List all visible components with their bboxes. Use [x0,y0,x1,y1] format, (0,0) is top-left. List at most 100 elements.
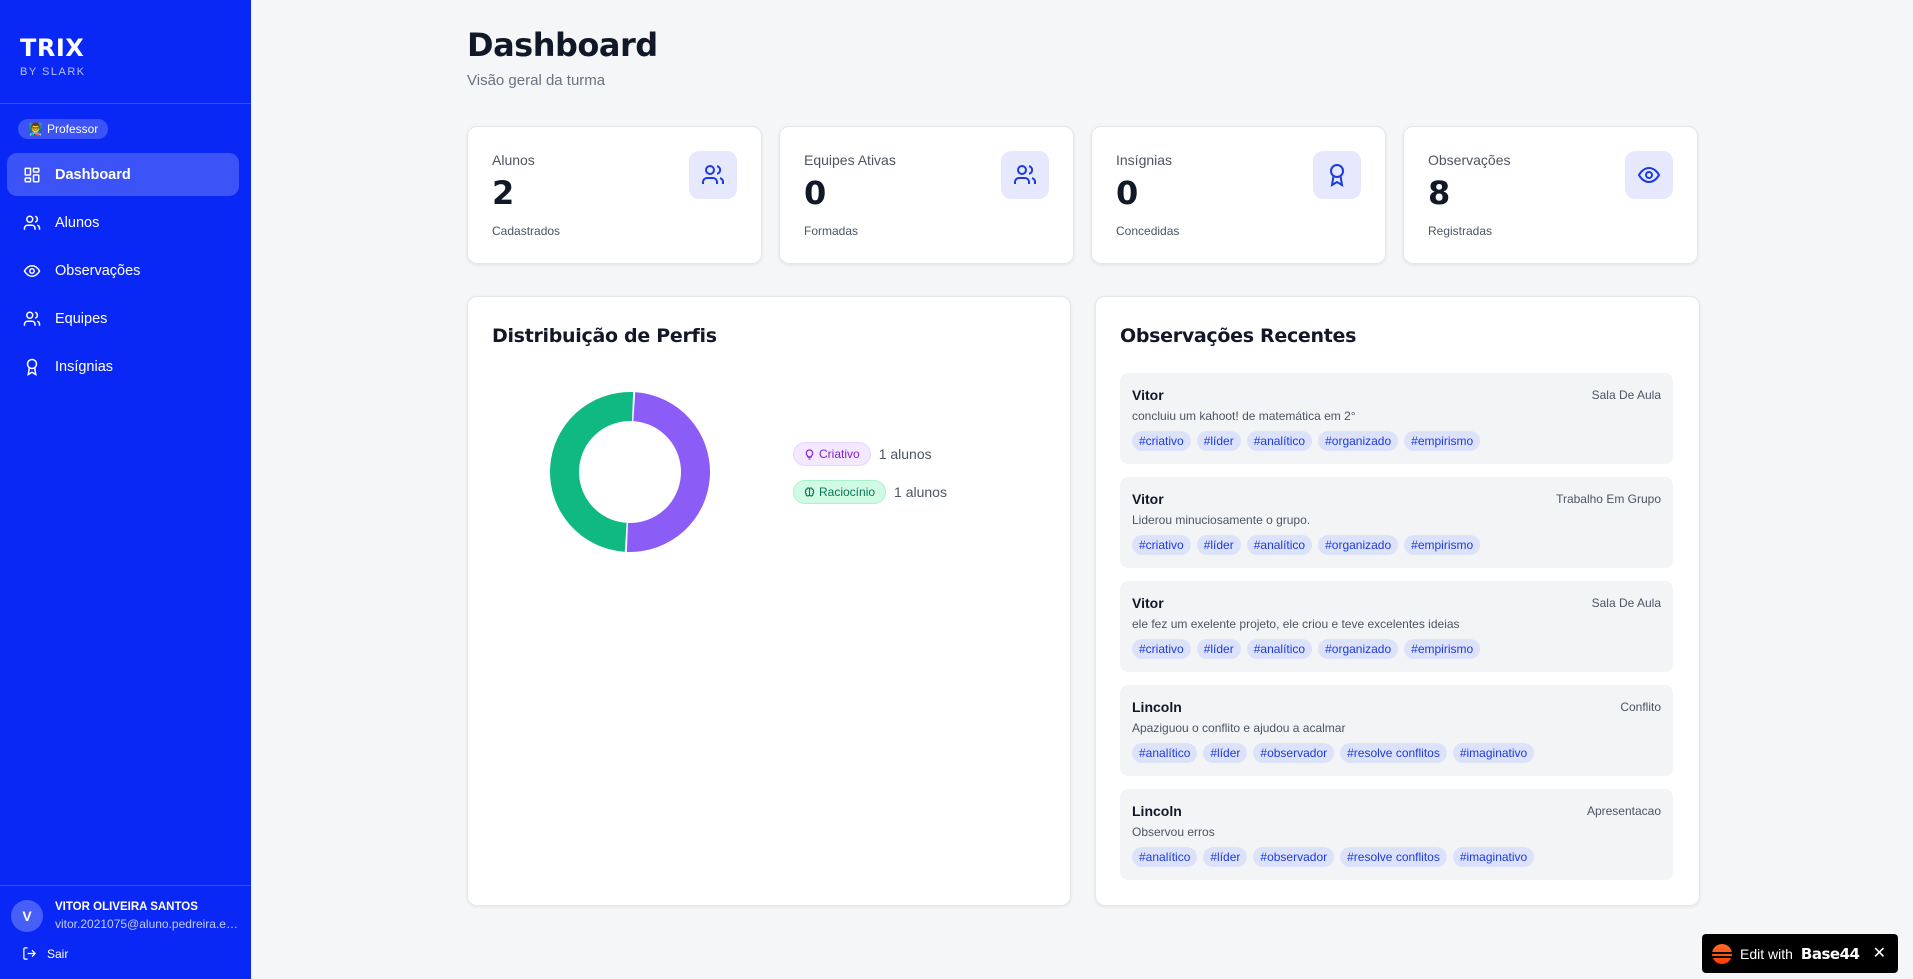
logout-button[interactable]: Sair [22,946,68,961]
legend-item-raciocinio: Raciocínio 1 alunos [793,478,947,506]
award-icon [1330,164,1344,187]
tag: #líder [1196,535,1241,555]
sidebar-item-alunos[interactable]: Alunos [7,201,239,244]
edit-with-base44-badge[interactable]: Edit with Base44 ✕ [1702,934,1898,973]
observation-text: concluiu um kahoot! de matemática em 2° [1132,409,1356,423]
stat-footnote: Registradas [1428,224,1493,238]
team-icon [1014,165,1037,184]
observation-student: Vitor [1132,491,1164,507]
sidebar-item-label: Observações [55,262,141,279]
brand: TRIX BY SLARK [0,0,251,104]
users-icon [23,215,41,230]
close-icon[interactable]: ✕ [1872,945,1886,962]
observation-item[interactable]: Lincoln Conflito Apaziguou o conflito e … [1120,685,1673,776]
legend-label: Raciocínio [819,485,876,499]
eye-icon [23,264,41,277]
profile-distribution-panel: Distribuição de Perfis Criativo 1 alunos… [467,296,1071,906]
stat-footnote: Cadastrados [492,224,561,238]
user-name: VITOR OLIVEIRA SANTOS [55,901,198,913]
chart-legend: Criativo 1 alunos Raciocínio 1 alunos [793,440,947,516]
legend-item-criativo: Criativo 1 alunos [793,440,947,468]
recent-observations-panel: Observações Recentes Vitor Sala De Aula … [1095,296,1700,906]
observation-item[interactable]: Vitor Sala De Aula ele fez um exelente p… [1120,581,1673,672]
tag-list: #analítico #líder #observador #resolve c… [1132,847,1535,867]
observation-student: Vitor [1132,387,1164,403]
sidebar-item-equipes[interactable]: Equipes [7,297,239,340]
stat-icon-box [1001,151,1049,199]
sidebar: TRIX BY SLARK 👨‍🏫 Professor Dashboard Al… [0,0,251,979]
tag: #organizado [1318,431,1399,451]
tag: #empirismo [1404,535,1481,555]
observation-context: Apresentacao [1586,804,1661,818]
donut-chart [549,391,711,552]
observation-text: Observou erros [1132,825,1215,839]
observation-text: ele fez um exelente projeto, ele criou e… [1132,617,1460,631]
tag: #empirismo [1404,431,1481,451]
stat-label: Equipes Ativas [804,152,896,168]
tag: #líder [1203,743,1248,763]
sidebar-item-label: Dashboard [55,166,131,183]
tag: #observador [1253,847,1335,867]
sidebar-item-insignias[interactable]: Insígnias [7,345,239,388]
legend-count: 1 alunos [878,446,932,462]
legend-label: Criativo [819,447,860,461]
stat-icon-box [1313,151,1361,199]
stat-label: Alunos [492,152,535,168]
logout-label: Sair [47,946,69,961]
observation-item[interactable]: Vitor Trabalho Em Grupo Liderou minucios… [1120,477,1673,568]
donut-slice-criativo [626,392,711,552]
tag-list: #analítico #líder #observador #resolve c… [1132,743,1535,763]
legend-chip: Raciocínio [793,480,887,504]
team-icon [23,311,41,326]
sidebar-item-label: Alunos [55,214,100,231]
base44-logo-icon [1712,943,1732,964]
avatar: V [11,900,43,932]
tag: #analítico [1246,431,1313,451]
eye-icon [1637,166,1661,184]
stat-card-alunos: Alunos 2 Cadastrados [467,126,762,264]
dashboard-icon [24,167,40,182]
stat-card-equipes: Equipes Ativas 0 Formadas [779,126,1074,264]
teacher-icon: 👨‍🏫 [28,122,43,136]
stat-footnote: Concedidas [1116,224,1180,238]
observation-context: Sala De Aula [1591,388,1661,402]
brand-subtitle: BY SLARK [20,66,86,78]
tag: #imaginativo [1452,847,1535,867]
sidebar-item-label: Insígnias [55,358,114,375]
tag: #analítico [1132,743,1198,763]
tag: #líder [1196,431,1241,451]
tag: #criativo [1132,535,1191,555]
tag: #organizado [1318,535,1399,555]
donut-slice-raciocínio [549,391,634,552]
tag: #líder [1196,639,1241,659]
observation-context: Sala De Aula [1591,596,1661,610]
observation-item[interactable]: Lincoln Apresentacao Observou erros #ana… [1120,789,1673,880]
sidebar-item-observacoes[interactable]: Observações [7,249,239,292]
stat-value: 8 [1428,174,1451,212]
observation-item[interactable]: Vitor Sala De Aula concluiu um kahoot! d… [1120,373,1673,464]
observation-student: Vitor [1132,595,1164,611]
brain-icon [804,486,815,496]
badge-brand: Base44 [1800,944,1860,963]
observation-text: Apaziguou o conflito e ajudou a acalmar [1132,721,1346,735]
role-badge: 👨‍🏫 Professor [18,119,109,139]
lightbulb-icon [805,448,814,460]
stat-card-observacoes: Observações 8 Registradas [1403,126,1698,264]
tag-list: #criativo #líder #analítico #organizado … [1132,639,1481,659]
tag-list: #criativo #líder #analítico #organizado … [1132,431,1481,451]
badge-prefix: Edit with [1740,945,1793,962]
user-panel: V VITOR OLIVEIRA SANTOS vitor.2021075@al… [0,885,251,979]
role-label: Professor [46,122,99,136]
award-icon [26,358,38,376]
tag: #analítico [1132,847,1198,867]
observation-student: Lincoln [1132,699,1182,715]
stat-icon-box [1625,151,1673,199]
panel-title: Observações Recentes [1120,325,1357,347]
sidebar-item-dashboard[interactable]: Dashboard [7,153,239,196]
brand-title: TRIX [20,34,85,62]
stat-label: Insígnias [1116,152,1173,168]
tag: #criativo [1132,639,1191,659]
page-subtitle: Visão geral da turma [467,72,606,89]
observation-text: Liderou minuciosamente o grupo. [1132,513,1311,527]
tag: #analítico [1246,535,1313,555]
